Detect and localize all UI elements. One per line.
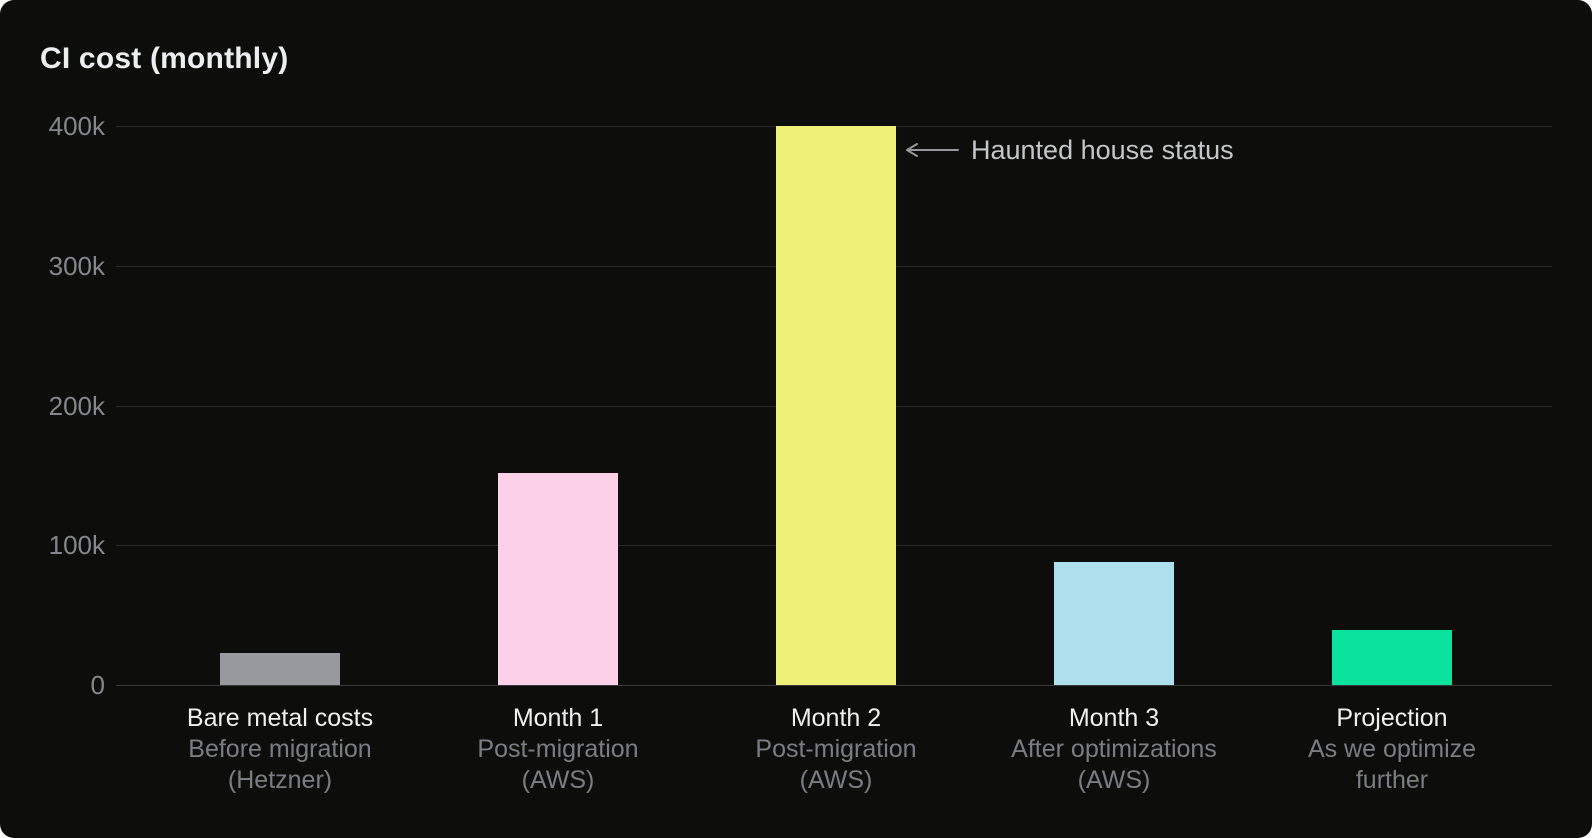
bar-bare-metal-costs: [220, 652, 340, 685]
xlabel-bare-metal-costs: Bare metal costs Before migration (Hetzner…: [141, 703, 419, 796]
bar-sublabel: As we optimize: [1307, 735, 1477, 763]
bar-sublabel: further: [1355, 766, 1429, 794]
bar-month-3: [1054, 562, 1174, 685]
left-arrow-icon: [906, 143, 959, 157]
annotation-text: Haunted house status: [971, 134, 1234, 165]
bar-label: Month 1: [512, 704, 604, 732]
bar-sublabel: Post-migration: [755, 735, 917, 763]
ytick-label-100k: 100k: [48, 530, 105, 561]
xlabel-month-2: Month 2 Post-migration (AWS): [697, 703, 975, 796]
ytick-label-400k: 400k: [48, 111, 105, 141]
bar-label: Month 2: [790, 704, 882, 732]
bar-label: Projection: [1336, 704, 1448, 732]
xlabel-month-3: Month 3 After optimizations (AWS): [975, 703, 1253, 796]
xlabel-month-1: Month 1 Post-migration (AWS): [419, 703, 697, 796]
bar-projection: [1332, 630, 1452, 685]
bar-sublabel: (AWS): [799, 766, 873, 794]
annotation: Haunted house status: [901, 133, 1234, 167]
gridline-0: [116, 685, 1552, 686]
bar-sublabel: (Hetzner): [227, 766, 333, 794]
bar-label: Bare metal costs: [186, 704, 374, 732]
bar-month-2: [776, 126, 896, 685]
ytick-label-200k: 200k: [48, 390, 105, 421]
chart-title: CI cost (monthly): [40, 42, 289, 75]
xlabel-projection: Projection As we optimize further: [1253, 703, 1531, 796]
ytick-label-300k: 300k: [48, 250, 105, 281]
bar-sublabel: (AWS): [521, 766, 595, 794]
ytick-label-0: 0: [90, 670, 105, 700]
bar-sublabel: Post-migration: [477, 735, 639, 763]
bar-sublabel: Before migration: [188, 735, 372, 763]
bar-sublabel: After optimizations: [1011, 735, 1217, 763]
bar-label: Month 3: [1068, 704, 1160, 732]
bar-sublabel: (AWS): [1077, 766, 1151, 794]
bar-month-1: [498, 472, 618, 685]
